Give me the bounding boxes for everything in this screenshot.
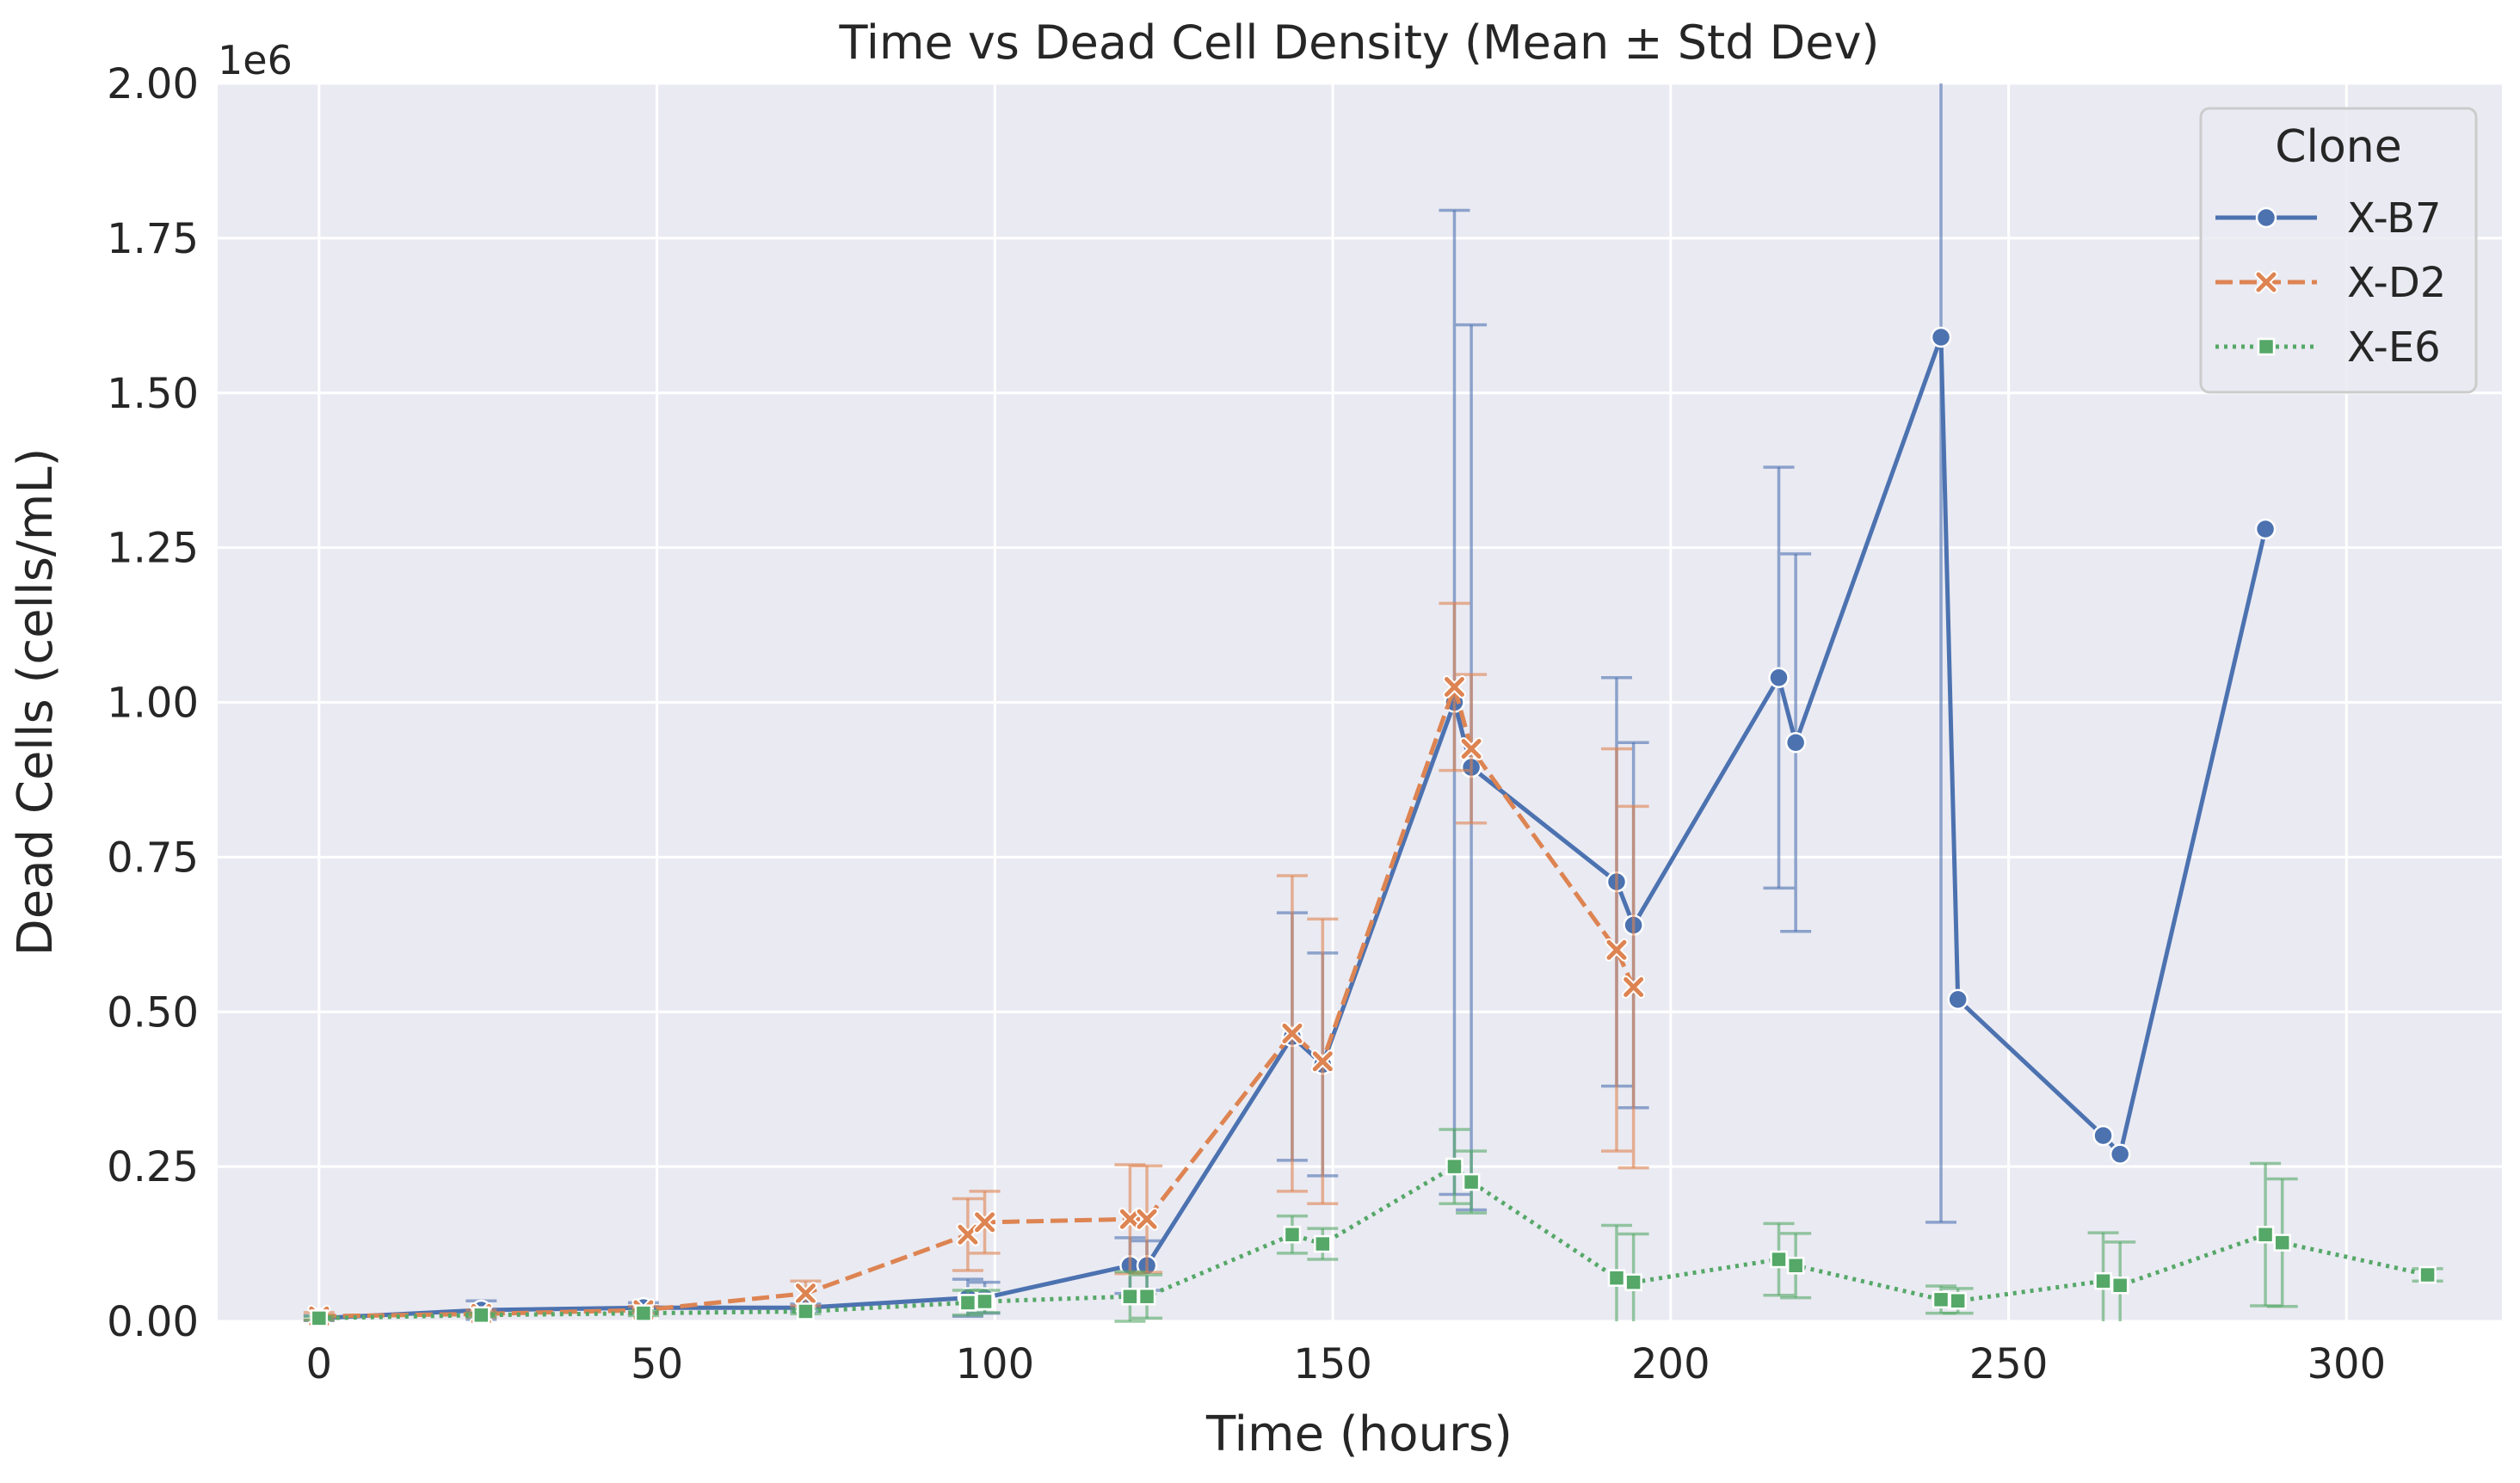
chart-title: Time vs Dead Cell Density (Mean ± Std De…	[839, 15, 1880, 70]
data-point	[1282, 1023, 1303, 1043]
data-point	[1314, 1234, 1332, 1253]
data-point	[634, 1304, 653, 1322]
data-point	[958, 1294, 977, 1312]
data-point	[1770, 1250, 1788, 1269]
y-tick-label: 1.50	[107, 370, 199, 418]
data-point	[1444, 677, 1464, 698]
data-point	[2092, 1124, 2114, 1147]
series-x-e6	[303, 1128, 2443, 1327]
data-point	[1312, 1051, 1333, 1072]
data-point	[795, 1283, 816, 1304]
data-point	[2273, 1234, 2291, 1252]
data-point	[1786, 1256, 1805, 1275]
y-tick-label: 1.00	[107, 680, 199, 728]
x-axis-label: Time (hours)	[1205, 1406, 1513, 1462]
data-point	[1461, 738, 1482, 759]
y-tick-label: 1.75	[107, 215, 199, 263]
legend-frame	[2199, 107, 2478, 394]
data-point	[1932, 1290, 1950, 1309]
series-layer	[303, 83, 2443, 1329]
data-point	[2418, 1265, 2437, 1284]
data-point	[2110, 1277, 2129, 1295]
legend-marker	[2255, 206, 2277, 229]
series-line	[318, 685, 1636, 1319]
y-tick-label: 1.25	[107, 525, 199, 573]
legend-entry-x-d2: X-D2	[2215, 259, 2446, 307]
data-point	[1607, 1269, 1626, 1287]
x-tick-labels: 0 50 100 150 200 250 300	[306, 1340, 2387, 1388]
x-tick-label: 200	[1631, 1340, 1710, 1388]
legend-entry-x-b7: X-B7	[2215, 194, 2442, 243]
data-point	[1121, 1287, 1139, 1306]
data-point	[1768, 667, 1790, 688]
y-tick-labels: 0.00 0.25 0.50 0.75 1.00 1.25 1.50 1.75 2.00	[107, 60, 199, 1346]
data-point	[1283, 1226, 1302, 1244]
data-point	[1606, 939, 1627, 960]
data-point	[958, 1224, 978, 1245]
legend-marker	[2256, 272, 2277, 292]
legend-label: X-D2	[2347, 259, 2446, 307]
data-point	[1784, 732, 1807, 754]
legend-title: Clone	[2275, 121, 2402, 173]
data-point	[2094, 1271, 2112, 1290]
data-point	[1624, 1273, 1642, 1291]
data-point	[1930, 326, 1952, 348]
data-point	[797, 1302, 815, 1320]
legend-label: X-B7	[2347, 194, 2442, 243]
data-point	[310, 1309, 329, 1327]
y-axis-label: Dead Cells (cells/mL)	[8, 448, 64, 957]
data-point	[2254, 518, 2277, 540]
y-offset-label: 1e6	[218, 37, 293, 83]
x-tick-label: 250	[1969, 1340, 2049, 1388]
data-point	[1947, 988, 1969, 1011]
y-tick-label: 0.75	[107, 834, 199, 882]
legend-entry-x-e6: X-E6	[2215, 323, 2441, 372]
y-tick-label: 0.25	[107, 1143, 199, 1191]
x-tick-label: 50	[631, 1340, 683, 1388]
legend-marker	[2257, 337, 2276, 356]
data-point	[1119, 1209, 1140, 1229]
data-point	[976, 1292, 994, 1311]
y-tick-label: 0.50	[107, 988, 199, 1037]
data-point	[1137, 1209, 1157, 1229]
x-tick-label: 150	[1293, 1340, 1372, 1388]
x-tick-label: 100	[956, 1340, 1035, 1388]
legend: Clone X-B7 X-D2 X-E6	[2199, 107, 2478, 394]
x-tick-label: 0	[306, 1340, 333, 1388]
data-point	[1137, 1287, 1156, 1306]
legend-label: X-E6	[2347, 323, 2441, 372]
data-point	[2256, 1226, 2275, 1244]
data-point	[1462, 1172, 1481, 1191]
y-tick-label: 0.00	[107, 1298, 199, 1346]
data-point	[2109, 1143, 2131, 1165]
x-tick-label: 300	[2307, 1340, 2387, 1388]
data-point	[1624, 976, 1644, 997]
data-point	[975, 1212, 995, 1233]
y-tick-label: 2.00	[107, 60, 199, 108]
data-point	[472, 1306, 490, 1325]
data-point	[1445, 1157, 1463, 1176]
legend-entries: X-B7 X-D2 X-E6	[2215, 194, 2446, 372]
data-point	[1949, 1292, 1967, 1310]
